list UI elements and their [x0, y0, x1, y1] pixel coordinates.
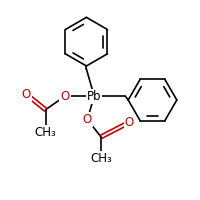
Text: O: O: [60, 90, 70, 103]
Text: O: O: [125, 116, 134, 129]
Text: CH₃: CH₃: [35, 126, 56, 139]
Text: O: O: [21, 88, 31, 101]
Text: Pb: Pb: [87, 90, 101, 103]
Text: O: O: [83, 113, 92, 126]
Text: CH₃: CH₃: [90, 152, 112, 165]
